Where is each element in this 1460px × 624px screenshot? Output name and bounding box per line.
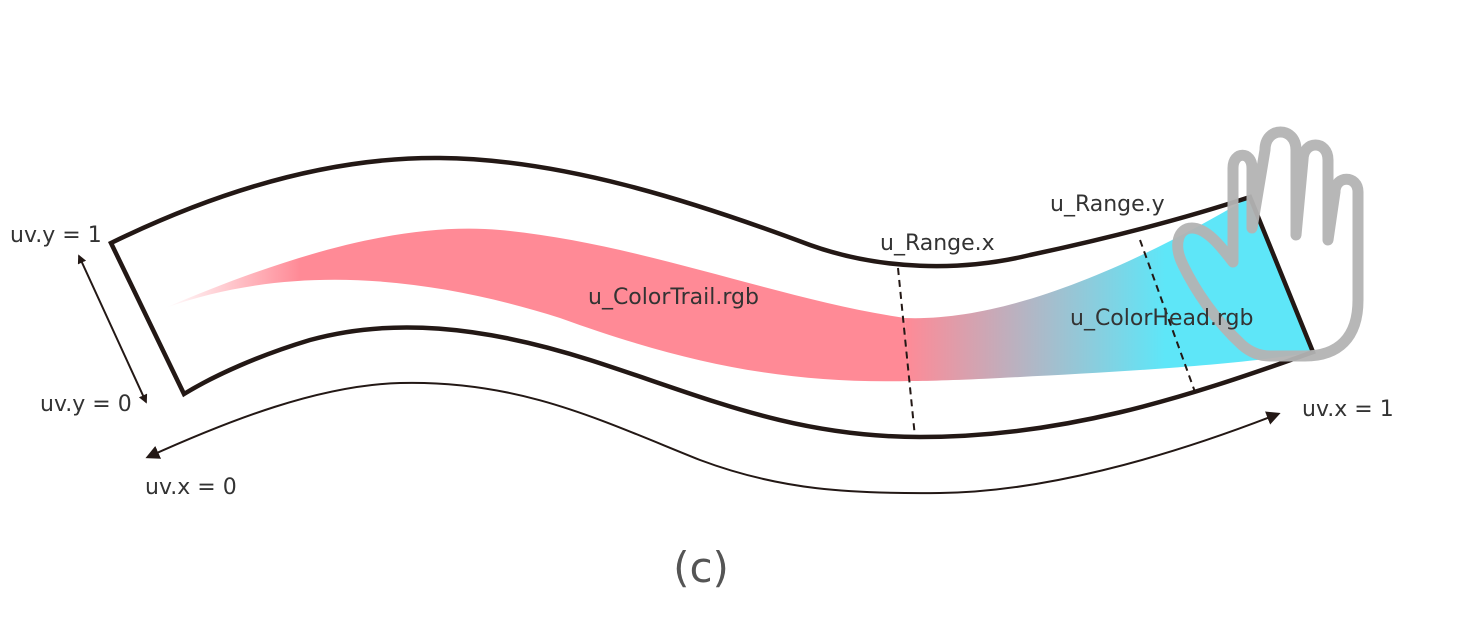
trail-band-pink (165, 228, 910, 382)
uv-y-0-label: uv.y = 0 (40, 392, 132, 417)
color-head-label: u_ColorHead.rgb (1070, 306, 1254, 331)
range-x-label: u_Range.x (880, 231, 995, 256)
range-y-dashed-line (1139, 239, 1196, 393)
uv-y-arrow (77, 254, 148, 404)
uv-x-arrow (145, 381, 1281, 495)
uv-x-1-label: uv.x = 1 (1302, 397, 1394, 422)
range-x-dashed-line (897, 267, 916, 438)
uv-x-0-label: uv.x = 0 (145, 475, 237, 500)
uv-y-1-label: uv.y = 1 (10, 223, 102, 248)
figure-caption: (c) (673, 543, 729, 592)
range-y-label: u_Range.y (1050, 192, 1165, 217)
color-trail-label: u_ColorTrail.rgb (588, 285, 759, 310)
hand-icon (1172, 126, 1364, 362)
